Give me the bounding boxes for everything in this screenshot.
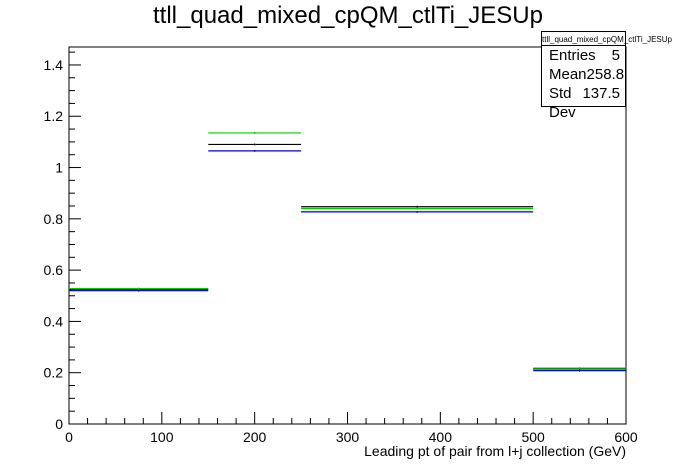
stats-label: Std Dev <box>549 85 576 121</box>
x-axis-label: Leading pt of pair from l+j collection (… <box>364 443 626 459</box>
x-tick-label: 100 <box>150 429 174 445</box>
y-tick-label: 1.4 <box>44 57 64 73</box>
stats-title: ttll_quad_mixed_cpQM_ctlTi_JESUp <box>542 32 672 46</box>
stats-value: 258.8 <box>586 66 625 83</box>
x-tick-label: 300 <box>336 429 360 445</box>
chart-title: ttll_quad_mixed_cpQM_ctlTi_JESUp <box>153 2 543 29</box>
x-tick-label: 200 <box>243 429 267 445</box>
x-tick-label: 500 <box>521 429 545 445</box>
y-tick-label: 0.2 <box>44 365 64 381</box>
stats-label: Mean <box>549 66 587 83</box>
stats-row-mean: Mean 258.8 <box>542 65 625 84</box>
stats-label: Entries <box>549 47 596 64</box>
y-tick-label: 0.6 <box>44 262 64 278</box>
y-tick-label: 1 <box>55 160 63 176</box>
stats-value: 5 <box>611 47 620 64</box>
y-tick-label: 1.2 <box>44 108 64 124</box>
stats-row-entries: Entries 5 <box>542 46 625 65</box>
stats-row-stddev: Std Dev 137.5 <box>542 84 625 122</box>
x-tick-label: 600 <box>614 429 638 445</box>
y-tick-label: 0 <box>55 416 63 432</box>
x-tick-label: 400 <box>429 429 453 445</box>
y-tick-label: 0.4 <box>44 313 64 329</box>
stats-value: 137.5 <box>582 85 620 102</box>
stats-box: ttll_quad_mixed_cpQM_ctlTi_JESUp Entries… <box>541 31 672 121</box>
y-tick-label: 0.8 <box>44 211 64 227</box>
x-tick-label: 0 <box>65 429 73 445</box>
